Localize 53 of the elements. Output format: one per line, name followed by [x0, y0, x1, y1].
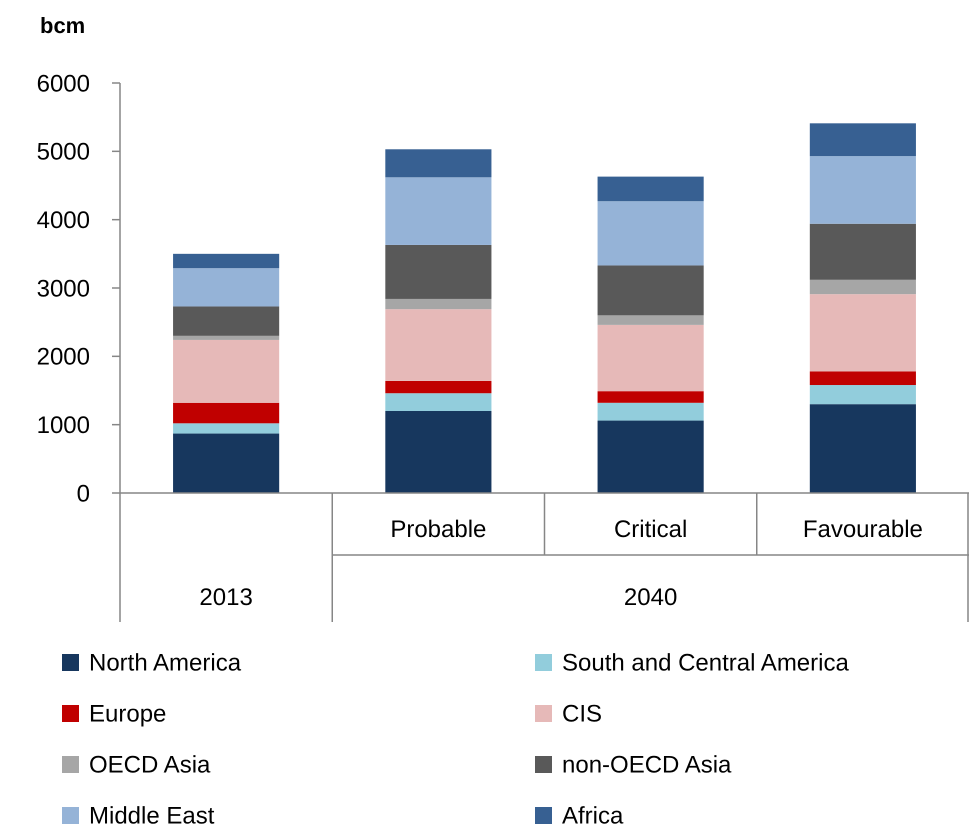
- legend-label: CIS: [562, 700, 602, 728]
- bar: [810, 224, 916, 280]
- bar: [385, 244, 492, 299]
- bar: [385, 149, 492, 178]
- bar: [173, 268, 280, 306]
- y-tick-label: 5000: [36, 138, 90, 166]
- bar: [173, 423, 280, 434]
- bar: [810, 123, 916, 156]
- y-tick-label: 1000: [36, 412, 90, 440]
- y-tick-label: 6000: [36, 70, 90, 98]
- y-axis-title: bcm: [40, 13, 86, 38]
- y-tick-label: 4000: [36, 207, 90, 234]
- bar: [385, 411, 492, 493]
- bar: [173, 434, 280, 493]
- bar: [173, 402, 280, 424]
- bar: [173, 336, 280, 340]
- legend-label: Europe: [89, 700, 166, 728]
- bar: [598, 324, 704, 392]
- bar: [385, 380, 492, 394]
- bar: [810, 385, 916, 404]
- bar: [810, 371, 916, 386]
- bar: [598, 402, 704, 421]
- bar: [810, 404, 916, 493]
- legend-label: Africa: [562, 802, 624, 826]
- bar: [385, 309, 492, 381]
- bar: [598, 265, 704, 316]
- legend-label: South and Central America: [562, 649, 850, 676]
- bar: [598, 201, 704, 266]
- legend-label: non-OECD Asia: [562, 751, 732, 778]
- text: 2013: [199, 584, 253, 611]
- bar: [598, 420, 704, 493]
- y-tick-label: 0: [76, 480, 90, 508]
- legend-label: North America: [89, 649, 242, 676]
- text: 2040: [624, 584, 678, 611]
- bar: [385, 393, 492, 411]
- bar: [173, 306, 280, 336]
- x-tick-label: Probable: [390, 516, 486, 543]
- bar: [173, 254, 280, 268]
- bar: [598, 176, 704, 202]
- bar: [810, 294, 916, 372]
- legend-label: OECD Asia: [89, 751, 212, 778]
- y-tick-label: 2000: [36, 344, 90, 371]
- y-tick-label: 3000: [36, 275, 90, 302]
- bar: [810, 156, 916, 224]
- bar: [385, 177, 492, 245]
- bar: [598, 391, 704, 403]
- x-tick-label: Critical: [614, 516, 688, 543]
- bar: [385, 298, 492, 310]
- bar: [598, 315, 704, 325]
- x-tick-label: Favourable: [802, 516, 923, 543]
- bar: [173, 340, 280, 403]
- legend-label: Middle East: [89, 802, 215, 826]
- bar: [810, 280, 916, 294]
